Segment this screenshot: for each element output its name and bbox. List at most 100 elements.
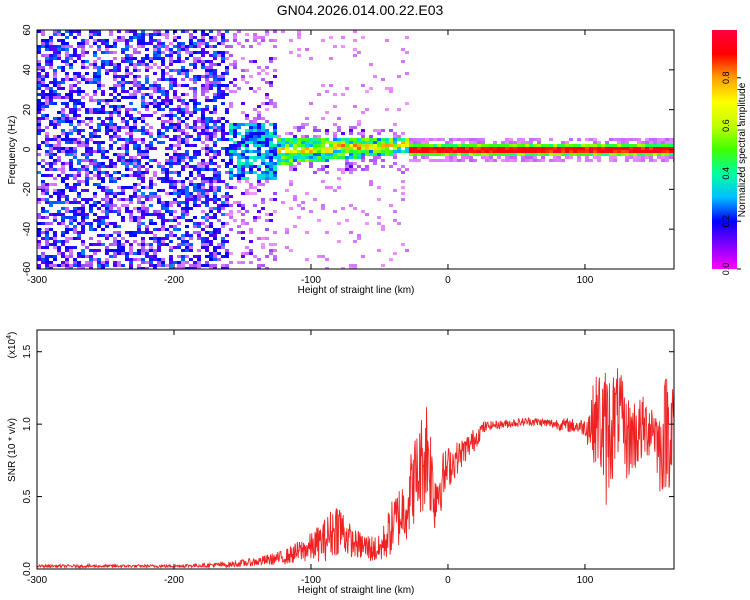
spectrogram-cell — [273, 231, 277, 234]
spectrogram-cell — [193, 57, 197, 60]
spectrogram-cell — [165, 105, 169, 108]
spectrogram-cell — [49, 165, 53, 168]
spectrogram-cell — [233, 174, 237, 177]
spectrogram-cell — [137, 75, 141, 78]
spectrogram-cell — [101, 219, 105, 222]
spectrogram-cell — [353, 207, 357, 210]
spectrogram-cell — [213, 144, 217, 147]
spectrogram-cell — [461, 153, 465, 156]
spectrogram-cell — [121, 156, 125, 159]
spectrogram-cell — [137, 90, 141, 93]
spectrogram-cell — [349, 150, 353, 153]
spectrogram-cell — [153, 99, 157, 102]
spectrogram-cell — [133, 36, 137, 39]
spectrogram-cell — [517, 144, 521, 147]
spectrogram-cell — [81, 249, 85, 252]
spectrogram-cell — [165, 201, 169, 204]
spectrogram-cell — [65, 117, 69, 120]
spectrogram-cell — [73, 129, 77, 132]
spectrogram-cell — [305, 153, 309, 156]
spectrogram-cell — [201, 87, 205, 90]
spectrogram-cell — [57, 222, 61, 225]
spectrogram-cell — [157, 240, 161, 243]
spectrogram-cell — [529, 144, 533, 147]
spectrogram-cell — [397, 138, 401, 141]
spectrogram-cell — [65, 132, 69, 135]
spectrogram-cell — [281, 156, 285, 159]
spectrogram-cell — [193, 198, 197, 201]
spectrogram-cell — [145, 228, 149, 231]
spectrogram-cell — [385, 150, 389, 153]
spectrogram-cell — [193, 195, 197, 198]
spectrogram-cell — [649, 150, 653, 153]
colorbar: 0.00.20.40.60.8 Normalized spectral ampl… — [712, 30, 748, 275]
spectrogram-cell — [353, 126, 357, 129]
spectrogram-cell — [137, 69, 141, 72]
spectrogram-cell — [73, 231, 77, 234]
spectrogram-cell — [141, 165, 145, 168]
spectrogram-cell — [177, 45, 181, 48]
spectrogram-cell — [309, 153, 313, 156]
spectrogram-cell — [133, 195, 137, 198]
spectrogram-cell — [161, 120, 165, 123]
spectrogram-cell — [109, 117, 113, 120]
spectrogram-cell — [173, 150, 177, 153]
spectrogram-cell — [169, 60, 173, 63]
spectrogram-cell — [205, 42, 209, 45]
spectrogram-cell — [369, 87, 373, 90]
spectrogram-cell — [141, 105, 145, 108]
spectrogram-cell — [121, 147, 125, 150]
spectrogram-cell — [377, 249, 381, 252]
spectrogram-cell — [77, 108, 81, 111]
spectrogram-cell — [229, 174, 233, 177]
spectrogram-cell — [317, 153, 321, 156]
spectrogram-cell — [61, 180, 65, 183]
spectrogram-cell — [53, 243, 57, 246]
spectrogram-cell — [157, 90, 161, 93]
spectrogram-cell — [269, 174, 273, 177]
spectrogram-cell — [165, 66, 169, 69]
spectrogram-cell — [73, 36, 77, 39]
spectrogram-cell — [201, 162, 205, 165]
spectrogram-cell — [265, 162, 269, 165]
spectrogram-cell — [209, 240, 213, 243]
spectrogram-cell — [77, 207, 81, 210]
spectrogram-cell — [125, 123, 129, 126]
spectrogram-cell — [581, 150, 585, 153]
spectrogram-cell — [121, 216, 125, 219]
spectrogram-cell — [161, 135, 165, 138]
spectrogram-cell — [77, 99, 81, 102]
spectrogram-cell — [121, 174, 125, 177]
spectrogram-cell — [113, 129, 117, 132]
spectrogram-cell — [237, 141, 241, 144]
spectrogram-cell — [189, 69, 193, 72]
spectrogram-cell — [237, 42, 241, 45]
spectrogram-cell — [637, 150, 641, 153]
spectrogram-cell — [373, 144, 377, 147]
spectrogram-cell — [629, 144, 633, 147]
spectrogram-cell — [61, 108, 65, 111]
spectrogram-cell — [121, 144, 125, 147]
spectrogram-cell — [597, 159, 601, 162]
spectrogram-cell — [165, 33, 169, 36]
spectrogram-cell — [661, 156, 665, 159]
spectrogram-cell — [209, 81, 213, 84]
spectrogram-cell — [297, 156, 301, 159]
spectrogram-cell — [525, 144, 529, 147]
spectrogram-cell — [169, 54, 173, 57]
spectrogram-cell — [221, 240, 225, 243]
spectrogram-cell — [469, 144, 473, 147]
spectrogram-cell — [189, 126, 193, 129]
spectrogram-cell — [437, 147, 441, 150]
spectrogram-cell — [225, 138, 229, 141]
spectrogram-cell — [73, 258, 77, 261]
spectrogram-cell — [393, 141, 397, 144]
spectrogram-cell — [129, 234, 133, 237]
spectrogram-cell — [125, 39, 129, 42]
spectrogram-cell — [45, 102, 49, 105]
spectrogram-cell — [121, 90, 125, 93]
spectrogram-cell — [61, 243, 65, 246]
spectrogram-cell — [245, 117, 249, 120]
spectrogram-cell — [45, 222, 49, 225]
spectrogram-cell — [217, 126, 221, 129]
